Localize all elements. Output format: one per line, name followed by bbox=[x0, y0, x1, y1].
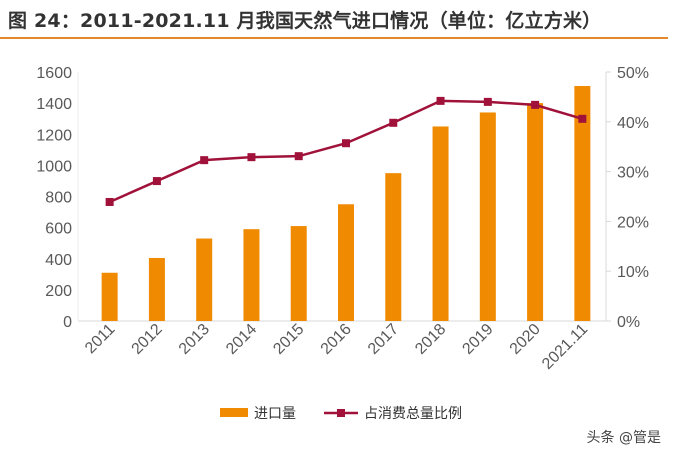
ratio-marker-2016 bbox=[342, 139, 350, 148]
left-tick-label: 200 bbox=[45, 283, 72, 300]
legend-line-label: 占消费总量比例 bbox=[364, 406, 462, 422]
legend-line-marker bbox=[337, 409, 345, 417]
bar-2015 bbox=[290, 226, 307, 321]
right-tick-label: 20% bbox=[617, 214, 649, 231]
left-tick-label: 1400 bbox=[36, 96, 72, 113]
x-tick-label: 2013 bbox=[176, 321, 213, 358]
right-tick-label: 30% bbox=[617, 165, 649, 182]
chart-title: 图 24：2011-2021.11 月我国天然气进口情况（单位：亿立方米） bbox=[8, 10, 602, 32]
bar-2017 bbox=[385, 173, 402, 321]
legend-bar-swatch bbox=[220, 408, 248, 417]
x-tick-label: 2015 bbox=[270, 321, 307, 358]
ratio-marker-2019 bbox=[483, 97, 492, 106]
x-tick-label: 2014 bbox=[223, 321, 260, 358]
ratio-marker-2012 bbox=[152, 177, 161, 186]
bar-2021.11 bbox=[574, 86, 591, 321]
right-tick-label: 10% bbox=[617, 264, 649, 281]
ratio-marker-2013 bbox=[200, 156, 209, 165]
bar-2012 bbox=[148, 257, 165, 321]
bar-2020 bbox=[527, 103, 544, 321]
left-tick-label: 800 bbox=[45, 190, 72, 207]
left-tick-label: 600 bbox=[45, 221, 72, 238]
right-tick-label: 0% bbox=[617, 314, 640, 331]
ratio-marker-2015 bbox=[294, 152, 303, 161]
bar-2013 bbox=[196, 238, 213, 321]
legend-bar-label: 进口量 bbox=[254, 406, 296, 422]
x-tick-label: 2016 bbox=[318, 321, 355, 358]
x-tick-label: 2020 bbox=[507, 321, 544, 358]
bar-2014 bbox=[243, 229, 260, 321]
bar-2011 bbox=[101, 272, 118, 321]
ratio-marker-2017 bbox=[389, 118, 398, 127]
ratio-marker-2014 bbox=[247, 153, 256, 162]
right-tick-label: 40% bbox=[617, 115, 649, 132]
left-tick-label: 1200 bbox=[36, 127, 72, 144]
bar-2018 bbox=[432, 126, 449, 321]
x-tick-label: 2021.11 bbox=[539, 321, 591, 373]
ratio-marker-2020 bbox=[531, 100, 540, 109]
right-tick-label: 50% bbox=[617, 65, 649, 82]
watermark: 头条 @管是 bbox=[586, 430, 661, 446]
ratio-marker-2018 bbox=[436, 96, 445, 105]
left-tick-label: 0 bbox=[63, 314, 72, 331]
x-tick-label: 2017 bbox=[365, 321, 402, 358]
left-tick-label: 1600 bbox=[36, 65, 72, 82]
ratio-marker-2011 bbox=[105, 197, 114, 206]
x-tick-label: 2019 bbox=[459, 321, 496, 358]
left-tick-label: 400 bbox=[45, 252, 72, 269]
x-tick-label: 2011 bbox=[82, 321, 118, 357]
x-tick-label: 2012 bbox=[129, 321, 166, 358]
ratio-marker-2021.11 bbox=[578, 114, 587, 123]
x-tick-label: 2018 bbox=[412, 321, 449, 358]
ratio-line bbox=[109, 99, 583, 204]
title-underline bbox=[0, 37, 668, 39]
left-tick-label: 1000 bbox=[36, 158, 72, 175]
bar-2019 bbox=[479, 112, 496, 322]
bar-2016 bbox=[338, 204, 354, 321]
